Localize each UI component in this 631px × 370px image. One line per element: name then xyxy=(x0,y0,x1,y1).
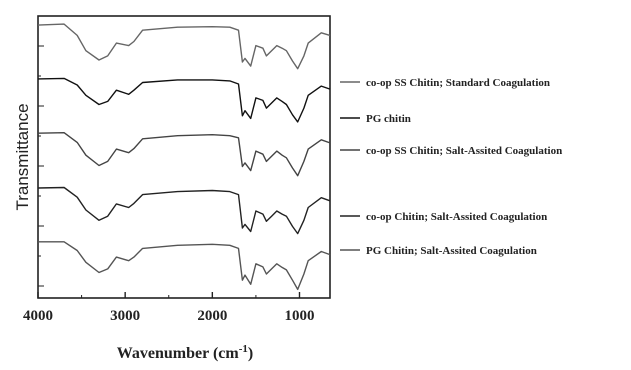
spectrum-line-4 xyxy=(37,186,331,235)
legend-label: PG Chitin; Salt-Assited Coagulation xyxy=(366,245,537,257)
x-axis-ticks: 4000 3000 2000 1000 xyxy=(23,292,314,324)
legend-label: co-op SS Chitin; Salt-Assited Coagulatio… xyxy=(366,145,562,157)
x-axis-title-sup: -1 xyxy=(239,343,248,355)
legend: co-op SS Chitin; Standard Coagulation PG … xyxy=(340,77,562,257)
x-axis-title-close: ) xyxy=(248,345,253,362)
spectrum-line-1 xyxy=(37,23,331,70)
spectrum-line-2 xyxy=(37,77,331,123)
spectrum-line-5 xyxy=(38,241,331,291)
x-tick-label: 1000 xyxy=(284,308,314,324)
x-tick-label: 2000 xyxy=(197,308,227,324)
y-axis-ticks xyxy=(38,45,44,287)
x-tick-label: 4000 xyxy=(23,308,53,324)
spectrum-line-3 xyxy=(37,132,331,177)
x-axis-title-main: Wavenumber (cm xyxy=(117,345,240,362)
x-tick-label: 3000 xyxy=(110,308,140,324)
x-axis-title: Wavenumber (cm-1) xyxy=(117,343,253,362)
legend-label: co-op Chitin; Salt-Assited Coagulation xyxy=(366,211,547,223)
legend-label: PG chitin xyxy=(366,113,411,125)
plot-frame xyxy=(37,15,331,299)
spectra-group xyxy=(37,23,331,291)
y-axis-title: Transmittance xyxy=(13,103,32,210)
legend-label: co-op SS Chitin; Standard Coagulation xyxy=(366,77,550,89)
